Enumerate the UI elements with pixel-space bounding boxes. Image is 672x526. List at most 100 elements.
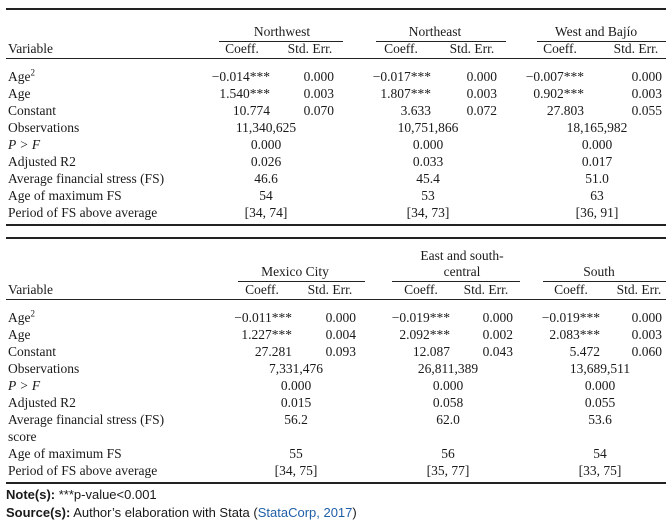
std-err-value: 0.055 (631, 103, 662, 118)
std-err-value: 0.000 (631, 310, 662, 325)
coeff-value: −0.011*** (234, 310, 292, 325)
region-subrule (543, 281, 666, 282)
panel-bottom-rule (6, 482, 666, 484)
row-label: Age of maximum FS (8, 446, 122, 461)
coeff-value: −0.007*** (525, 69, 584, 84)
row-label: Age (8, 327, 31, 342)
std-err-value: 0.003 (631, 86, 662, 101)
table-source: Source(s): Author’s elaboration with Sta… (6, 505, 357, 521)
row-label: Adjusted R2 (8, 395, 76, 410)
coeff-value: 27.803 (546, 103, 584, 118)
region-header: Northwest (253, 24, 311, 39)
row-label: Period of FS above average (8, 463, 158, 478)
row-label-continued: score (8, 429, 37, 444)
panel-top-rule (6, 8, 666, 10)
stat-value: 51.0 (585, 171, 609, 186)
region-header: South (583, 264, 615, 279)
coeff-value: −0.019*** (391, 310, 450, 325)
stat-value: 56.2 (284, 412, 308, 427)
row-label: P > F (8, 137, 41, 152)
stat-value: [36, 91] (575, 205, 619, 220)
stat-value: [34, 74] (244, 205, 288, 220)
stat-value: 0.033 (412, 154, 444, 169)
std-err-value: 0.003 (466, 86, 497, 101)
source-citation-link[interactable]: StataCorp, 2017 (257, 505, 353, 520)
coeff-value: 27.281 (254, 344, 292, 359)
stat-value: 7,331,476 (269, 361, 323, 376)
coeff-header: Coeff. (225, 41, 259, 56)
stat-value: 18,165,982 (566, 120, 628, 135)
header-bottom-rule (6, 58, 666, 59)
row-label: Age of maximum FS (8, 188, 122, 203)
std-err-value: 0.093 (325, 344, 356, 359)
std-err-value: 0.000 (325, 310, 356, 325)
stat-value: 55 (289, 446, 303, 461)
coeff-header: Coeff. (245, 282, 279, 297)
stat-value: 0.015 (280, 395, 312, 410)
region-header: Northeast (408, 24, 462, 39)
header-bottom-rule (6, 299, 666, 300)
coeff-value: 1.227*** (241, 327, 292, 342)
std-err-value: 0.003 (303, 86, 334, 101)
coeff-header: Coeff. (384, 41, 418, 56)
stat-value: 0.000 (584, 378, 616, 393)
region-subrule (238, 281, 365, 282)
std-err-value: 0.000 (303, 69, 334, 84)
stat-value: [33, 75] (578, 463, 622, 478)
coeff-value: 10.774 (232, 103, 270, 118)
std-err-value: 0.043 (482, 344, 513, 359)
row-label: Constant (8, 103, 57, 118)
row-label: Observations (8, 361, 80, 376)
row-label: Adjusted R2 (8, 154, 76, 169)
std-err-value: 0.004 (325, 327, 356, 342)
region-subrule (219, 41, 343, 42)
stat-value: 0.000 (432, 378, 464, 393)
note-label: Note(s): (6, 487, 56, 502)
coeff-value: 2.083*** (549, 327, 600, 342)
stat-value: 10,751,866 (397, 120, 459, 135)
coeff-value: −0.017*** (372, 69, 431, 84)
stat-value: 53.6 (588, 412, 612, 427)
row-label: Observations (8, 120, 80, 135)
stat-value: 26,811,389 (417, 361, 479, 376)
stat-value: 0.000 (581, 137, 613, 152)
stat-value: 0.000 (280, 378, 312, 393)
region-subrule (392, 281, 520, 282)
panel-bottom-rule (6, 224, 666, 226)
coeff-value: 2.092*** (399, 327, 450, 342)
region-header-line2: central (443, 264, 481, 279)
stat-value: 46.6 (254, 171, 278, 186)
coeff-header: Coeff. (404, 282, 438, 297)
row-label: Age2 (8, 67, 35, 84)
coeff-value: 1.807*** (380, 86, 431, 101)
row-label: Period of FS above average (8, 205, 158, 220)
std-err-value: 0.000 (482, 310, 513, 325)
stat-value: 13,689,511 (569, 361, 631, 376)
stat-value: 0.017 (581, 154, 613, 169)
std-err-value: 0.002 (482, 327, 513, 342)
stat-value: 54 (259, 188, 273, 203)
std-err-value: 0.060 (631, 344, 662, 359)
std-err-header: Std. Err. (613, 41, 659, 56)
std-err-value: 0.072 (466, 103, 497, 118)
stat-value: 45.4 (416, 171, 440, 186)
stat-value: [35, 77] (426, 463, 470, 478)
std-err-header: Std. Err. (287, 41, 333, 56)
row-label: Average financial stress (FS) (8, 412, 165, 427)
coeff-header: Coeff. (554, 282, 588, 297)
stat-value: 0.000 (412, 137, 444, 152)
std-err-header: Std. Err. (616, 282, 662, 297)
coeff-value: −0.019*** (541, 310, 600, 325)
stat-value: 53 (421, 188, 435, 203)
source-label: Source(s): (6, 505, 71, 520)
region-subrule (537, 41, 666, 42)
region-header: West and Bajío (554, 24, 638, 39)
region-header: East and south- (420, 248, 504, 263)
coeff-header: Coeff. (543, 41, 577, 56)
row-label: P > F (8, 378, 41, 393)
std-err-value: 0.000 (631, 69, 662, 84)
source-text: Author’s elaboration with Stata ( (70, 505, 258, 520)
variable-header: Variable (8, 41, 53, 56)
coeff-value: 5.472 (569, 344, 600, 359)
